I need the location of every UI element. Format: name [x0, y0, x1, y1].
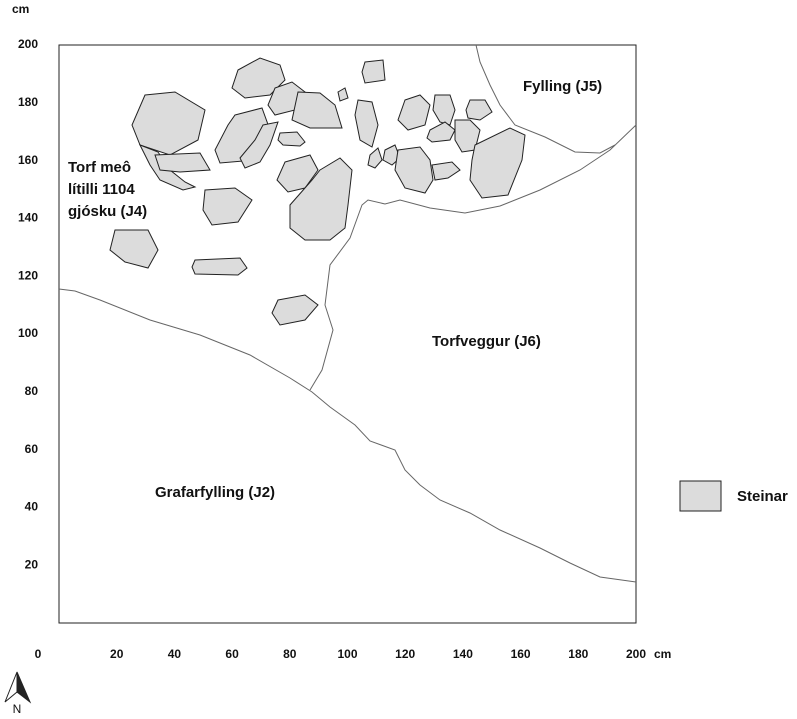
region-label: lítilli 1104 — [68, 181, 135, 198]
stone — [154, 152, 211, 173]
stone — [239, 121, 279, 169]
region-label: Grafarfylling (J2) — [155, 484, 275, 501]
stone — [469, 127, 526, 199]
north-arrow: N — [4, 671, 32, 716]
legend-swatch — [679, 480, 722, 512]
stone — [291, 91, 343, 129]
north-arrow-left — [4, 671, 18, 703]
stone — [109, 229, 159, 269]
y-tick-label: 140 — [18, 211, 38, 225]
boundary-j6 — [309, 124, 637, 391]
region-label: Torf meô — [68, 159, 131, 176]
x-tick-label: 40 — [168, 647, 182, 661]
y-tick-label: 20 — [25, 557, 39, 571]
y-tick-label: 80 — [25, 384, 39, 398]
stone — [431, 161, 461, 181]
stone — [202, 187, 253, 226]
stone — [426, 121, 456, 143]
x-tick-label: 60 — [225, 647, 239, 661]
stone — [337, 87, 349, 102]
y-tick-label: 100 — [18, 326, 38, 340]
stone — [131, 91, 206, 156]
x-tick-label: 20 — [110, 647, 124, 661]
boundary-j5 — [475, 44, 616, 154]
origin-label: 0 — [35, 647, 42, 661]
plan-frame — [58, 44, 637, 624]
y-unit: cm — [12, 2, 29, 16]
x-tick-label: 100 — [337, 647, 357, 661]
stones — [109, 57, 526, 326]
x-tick-label: 160 — [511, 647, 531, 661]
stone — [432, 94, 456, 126]
y-tick-label: 200 — [18, 37, 38, 51]
stone — [397, 94, 431, 131]
stone — [289, 157, 353, 241]
region-label: gjósku (J4) — [68, 203, 147, 220]
x-tick-label: 120 — [395, 647, 415, 661]
north-arrow-right — [16, 671, 32, 704]
y-tick-label: 120 — [18, 268, 38, 282]
y-tick-label: 60 — [25, 442, 39, 456]
stone — [277, 131, 306, 147]
stone — [361, 59, 386, 84]
stone — [191, 257, 248, 276]
x-tick-label: 140 — [453, 647, 473, 661]
x-tick-label: 180 — [568, 647, 588, 661]
region-label: Torfveggur (J6) — [432, 333, 541, 350]
stone — [394, 146, 434, 194]
north-label: N — [13, 702, 22, 716]
x-tick-label: 200 — [626, 647, 646, 661]
x-tick-label: 80 — [283, 647, 297, 661]
boundaries — [58, 44, 637, 583]
stone — [367, 147, 383, 169]
y-tick-label: 180 — [18, 95, 38, 109]
stone — [271, 294, 319, 326]
y-tick-label: 40 — [25, 500, 39, 514]
region-label: Fylling (J5) — [523, 78, 602, 95]
y-tick-label: 160 — [18, 153, 38, 167]
legend-label: Steinar — [737, 488, 788, 505]
stone — [354, 99, 379, 148]
stone — [465, 99, 493, 121]
boundary-j2 — [58, 288, 637, 583]
x-unit: cm — [654, 647, 671, 661]
